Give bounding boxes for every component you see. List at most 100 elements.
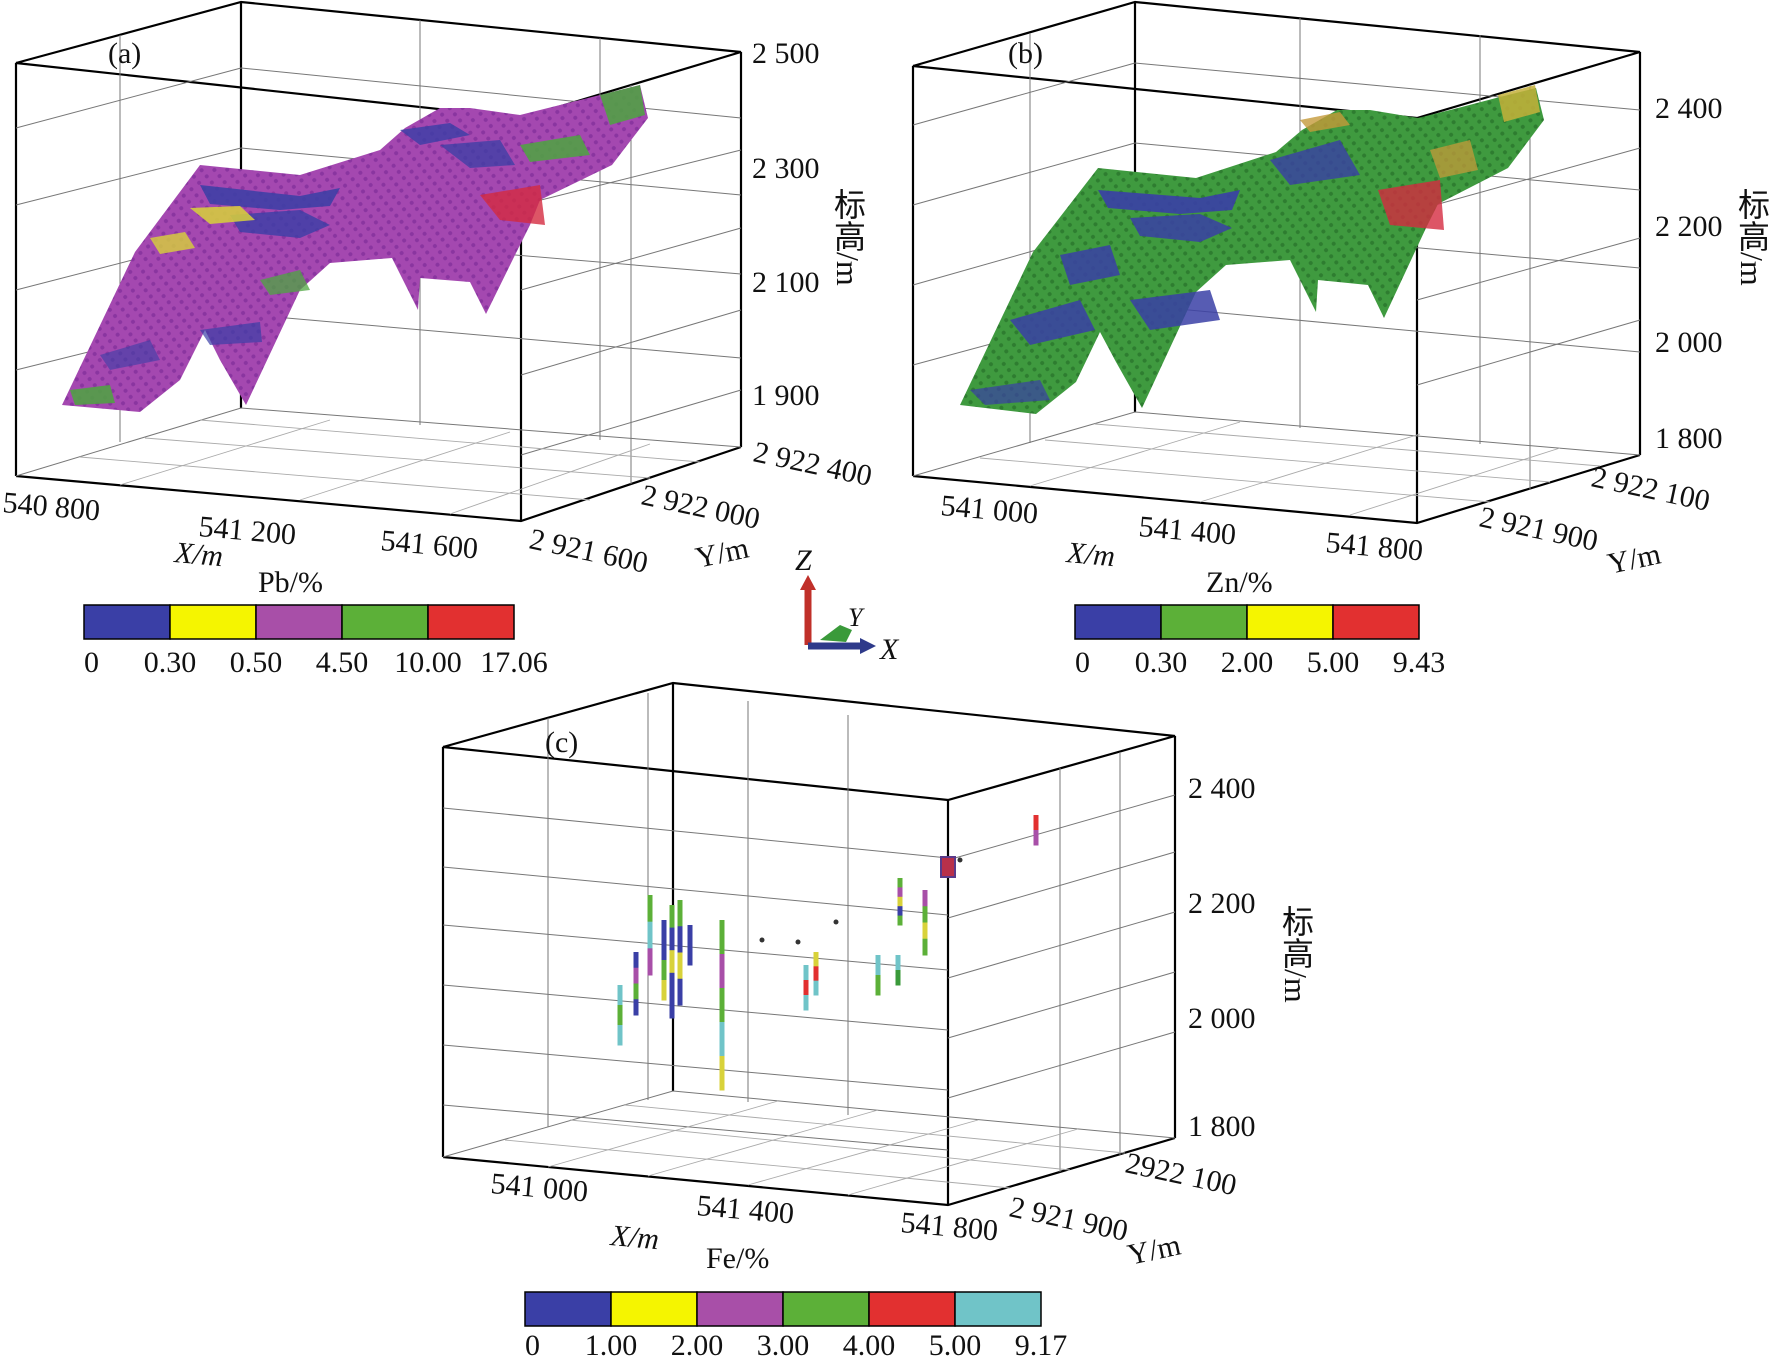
panel-b-z-ticks: 2 400 2 200 2 000 1 800 [1655, 92, 1723, 455]
y-tick-label: 2 921 900 [1007, 1191, 1131, 1248]
x-tick-label: 541 800 [1324, 526, 1424, 567]
panel-b: (b) 2 400 2 200 2 000 1 800 标高/m 541 000… [911, 0, 1770, 679]
y-tick-label: 2 922 000 [639, 479, 763, 536]
drill-hole-segment [661, 980, 667, 1001]
panel-a-label: (a) [108, 37, 141, 70]
x-tick-label: 541 400 [1137, 510, 1237, 551]
triad-x-label: X [879, 633, 900, 666]
legend-break-label: 4.50 [316, 646, 369, 679]
legend-swatch [1074, 604, 1162, 640]
panel-c-label: (c) [545, 726, 578, 759]
panel-b-z-axis-label: 标高/m [1734, 188, 1770, 286]
drill-hole-segment [719, 920, 725, 955]
drill-hole-point [795, 939, 801, 945]
legend-break-label: 0 [525, 1329, 540, 1359]
panel-c-z-ticks: 2 400 2 200 2 000 1 800 [1188, 772, 1256, 1143]
legend-break-label: 5.00 [1307, 646, 1360, 679]
legend-break-label: 10.00 [394, 646, 462, 679]
panel-b-legend: Zn/% 0 0.30 2.00 5.00 9.43 [1074, 566, 1446, 679]
y-tick-label: 2922 100 [1123, 1147, 1240, 1203]
panel-c-z-axis-label: 标高/m [1278, 905, 1314, 1003]
z-tick-label: 2 200 [1655, 210, 1723, 243]
drill-hole-segment [897, 887, 903, 898]
z-tick-label: 2 000 [1655, 326, 1723, 359]
z-tick-label: 2 200 [1188, 887, 1256, 920]
legend-title: Pb/% [258, 566, 323, 599]
legend-break-label: 3.00 [757, 1329, 810, 1359]
panel-c-y-axis-label: Y/m [1125, 1228, 1184, 1271]
drill-hole-segment [617, 1005, 623, 1026]
drill-hole-segment [669, 950, 675, 974]
legend-break-label: 9.43 [1393, 646, 1446, 679]
drill-hole-segment [897, 906, 903, 917]
legend-swatch [954, 1291, 1042, 1327]
drill-hole-segment [677, 978, 683, 1006]
triad-z-label: Z [795, 544, 812, 577]
drill-hole-segment [633, 952, 639, 969]
triad-y-label: Y [848, 603, 865, 632]
drill-hole-segment [669, 972, 675, 996]
x-tick-label: 541 000 [489, 1167, 589, 1208]
drill-hole-segment [687, 925, 693, 946]
y-tick-label: 2 922 400 [751, 436, 875, 493]
drill-hole-segment [647, 921, 653, 949]
legend-break-label: 0 [1075, 646, 1090, 679]
drill-hole-segment [633, 983, 639, 1000]
legend-break-label: 5.00 [929, 1329, 982, 1359]
z-tick-label: 2 500 [752, 37, 820, 70]
x-tick-label: 541 800 [899, 1206, 999, 1247]
legend-swatch [868, 1291, 956, 1327]
drill-hole-point [833, 919, 839, 925]
drill-hole-segment [875, 975, 881, 996]
drill-hole-segment [617, 985, 623, 1006]
x-tick-label: 540 800 [1, 486, 101, 527]
drill-hole-segment [661, 960, 667, 981]
drill-hole-segment [661, 940, 667, 961]
drill-hole-segment [669, 995, 675, 1019]
panel-b-box [911, 0, 1642, 525]
drill-hole-segment [813, 952, 819, 967]
legend-swatch [341, 604, 429, 640]
panel-a-x-axis-label: X/m [172, 536, 224, 573]
z-tick-label: 2 100 [752, 266, 820, 299]
drill-hole-segment [719, 1022, 725, 1057]
legend-swatch [427, 604, 515, 640]
panel-a-legend: Pb/% 0 0.30 0.50 4.50 10.00 17.06 [83, 566, 548, 679]
panel-c: (c) 2 400 2 200 2 000 1 800 标高/m 541 000… [441, 681, 1314, 1359]
panel-a-x-ticks: 540 800 541 200 541 600 [1, 486, 479, 565]
drill-hole-segment [677, 952, 683, 980]
legend-swatch [696, 1291, 784, 1327]
triad-y-arrow [820, 625, 852, 642]
drill-hole-segment [897, 896, 903, 907]
legend-swatch [1332, 604, 1420, 640]
drill-hole-segment [875, 955, 881, 976]
panel-c-legend: Fe/% 0 1.00 2.00 3.00 4.00 5.00 9.17 [524, 1242, 1067, 1359]
drill-hole-segment [677, 926, 683, 953]
drill-hole-segment [633, 967, 639, 984]
drill-hole-segment [922, 938, 928, 956]
legend-break-label: 0.30 [144, 646, 197, 679]
legend-break-label: 2.00 [671, 1329, 724, 1359]
legend-break-label: 4.00 [843, 1329, 896, 1359]
drill-hole-segment [647, 895, 653, 923]
z-tick-label: 2 300 [752, 152, 820, 185]
panel-a-z-axis-label: 标高/m [830, 188, 866, 286]
drill-hole-segment [895, 955, 901, 971]
legend-swatch [610, 1291, 698, 1327]
panel-b-y-axis-label: Y/m [1605, 537, 1664, 580]
axis-triad: Z Y X [795, 544, 900, 666]
drill-hole-segment [897, 915, 903, 926]
drill-hole-segment [719, 1056, 725, 1091]
legend-break-label: 2.00 [1221, 646, 1274, 679]
y-tick-label: 2 921 900 [1477, 501, 1601, 558]
drill-hole-point [957, 857, 963, 863]
panel-a-ore-body [62, 85, 648, 412]
y-tick-label: 2 921 600 [527, 523, 651, 580]
panel-a-z-ticks: 2 500 2 300 2 100 1 900 [752, 37, 820, 412]
z-tick-label: 1 800 [1188, 1110, 1256, 1143]
drill-hole-segment [922, 906, 928, 923]
legend-color-bar: 0 0.30 2.00 5.00 9.43 [1074, 604, 1446, 679]
legend-break-label: 0.50 [230, 646, 283, 679]
legend-break-label: 0.30 [1135, 646, 1188, 679]
